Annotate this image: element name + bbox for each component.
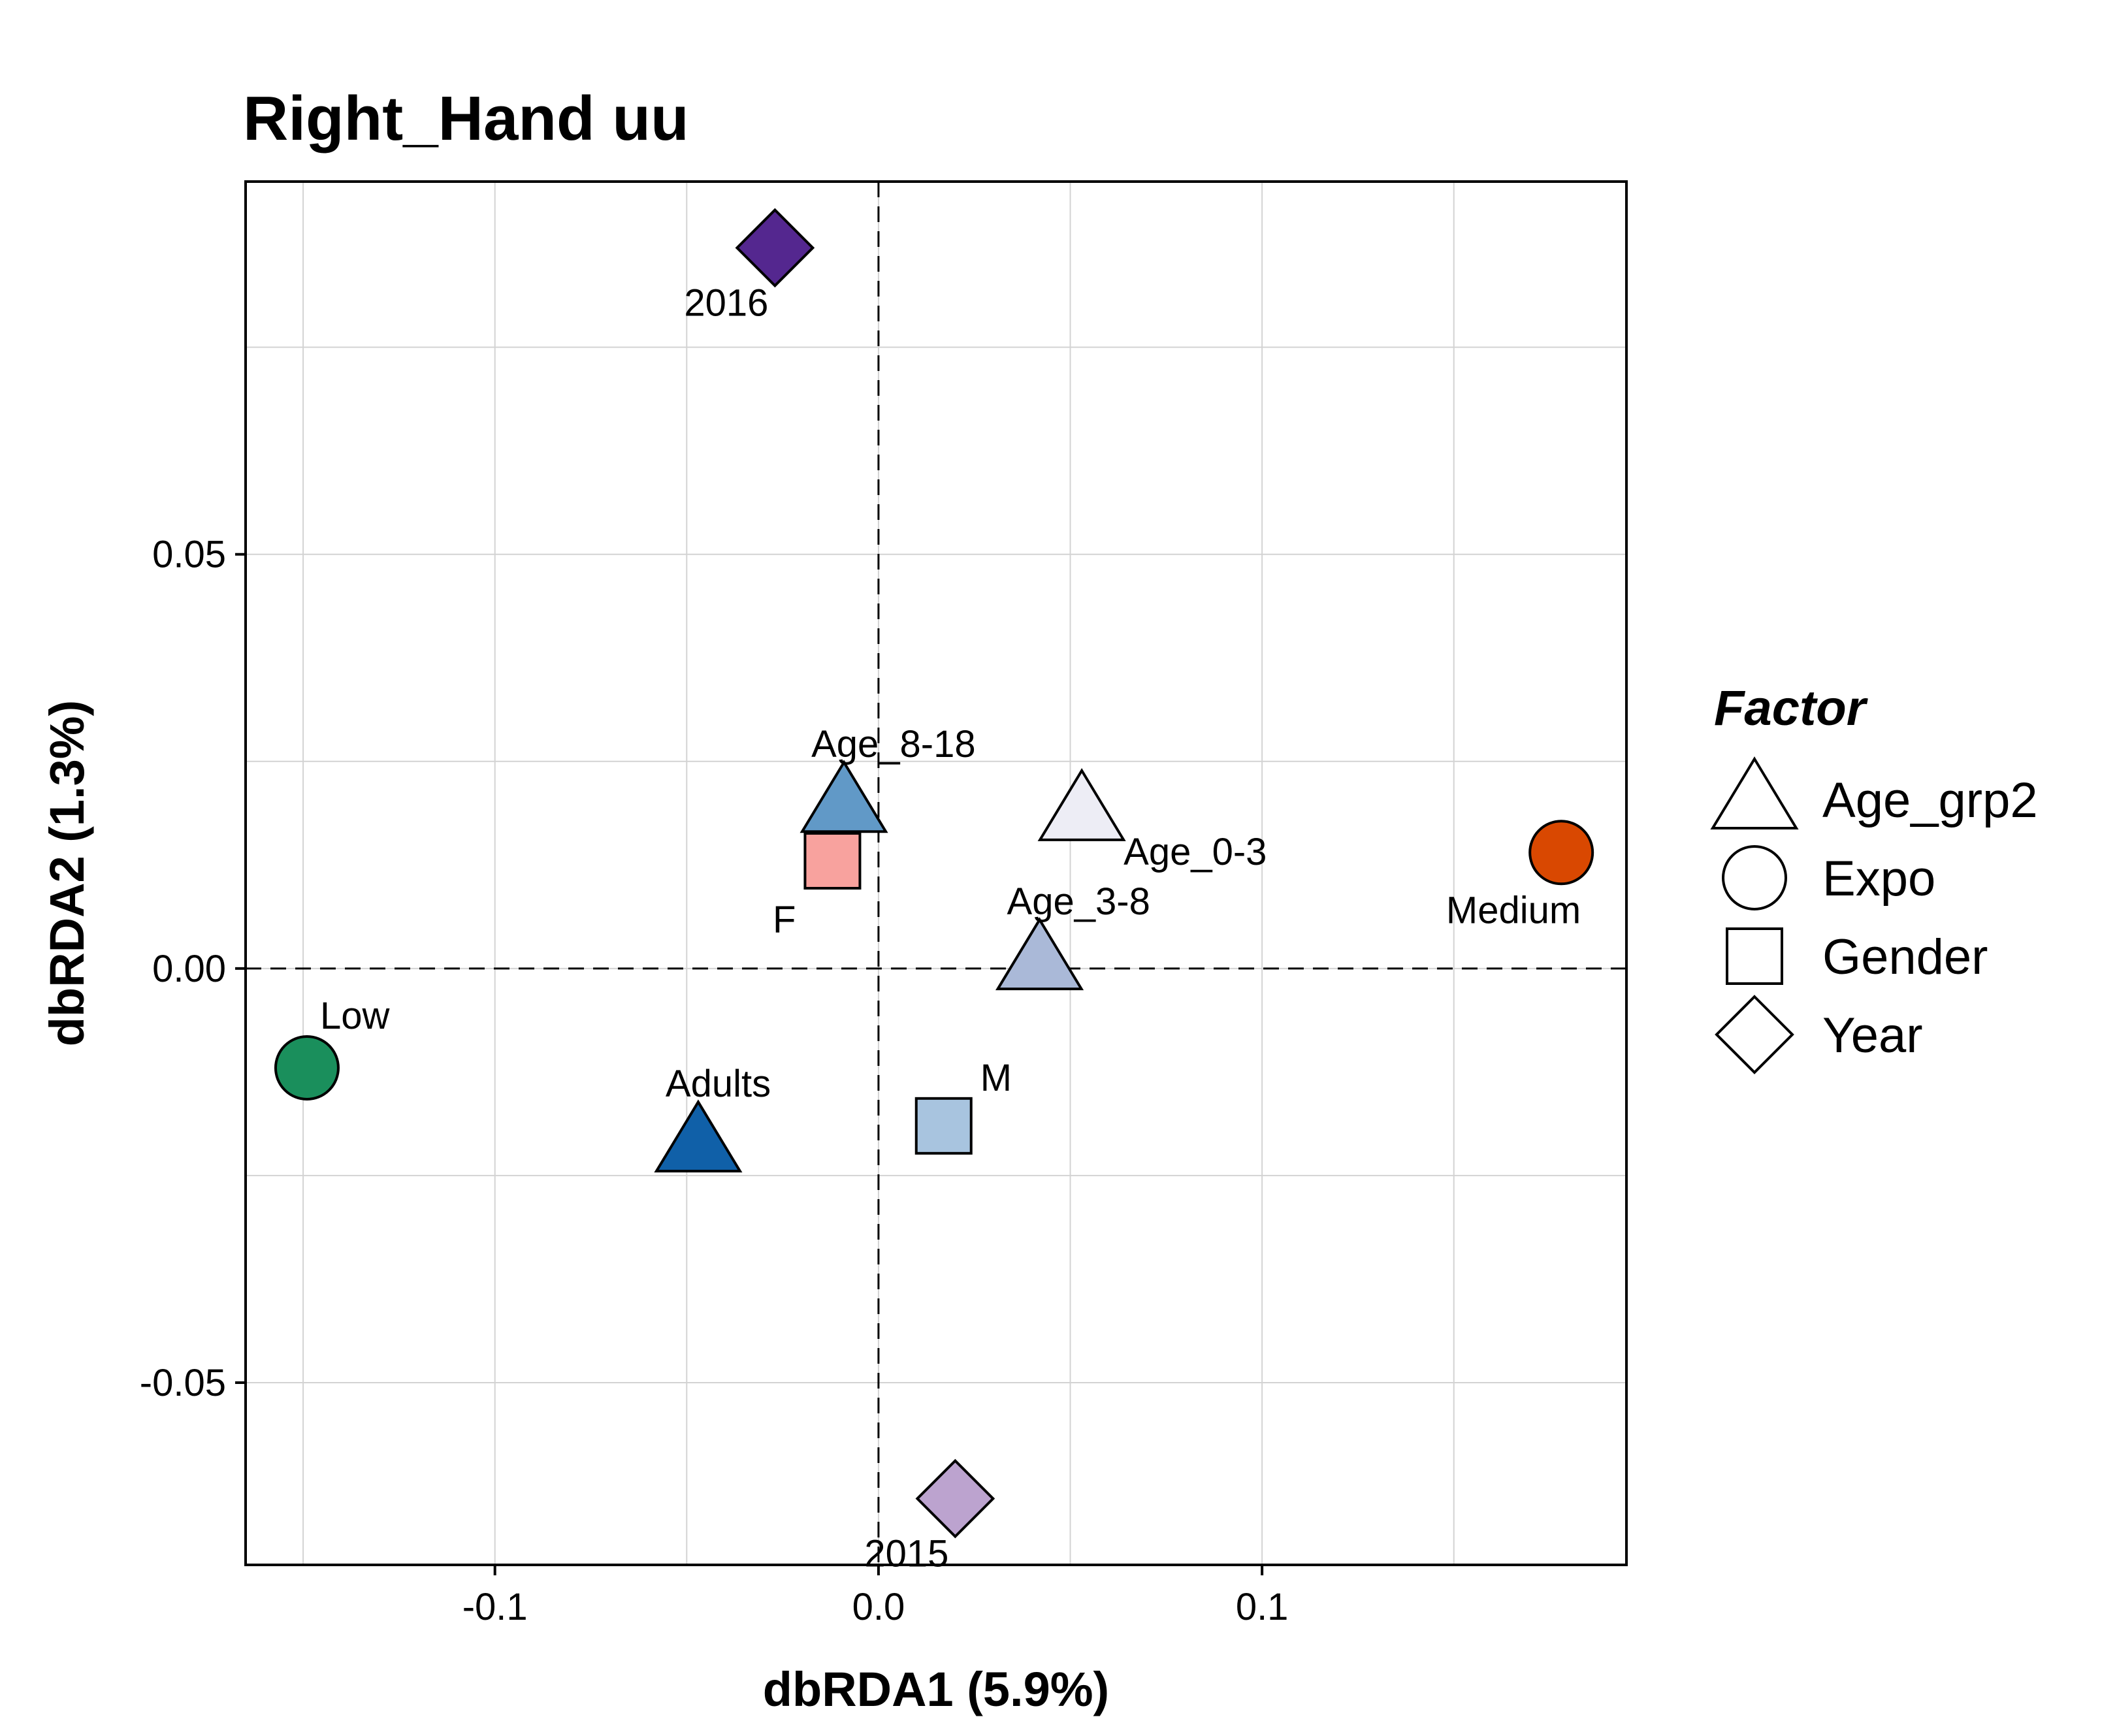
point-age-3-8 [995, 917, 1084, 991]
y-tick-label: 0.05 [152, 534, 226, 576]
point-m [914, 1097, 973, 1155]
x-tick-label: 0.0 [852, 1586, 905, 1628]
legend-entries: Age_grp2 Expo Gender Year [1710, 756, 2038, 1074]
legend-entry-expo: Expo [1722, 845, 1935, 910]
legend-key-square [1726, 927, 1783, 985]
x-tick-label: 0.1 [1236, 1586, 1289, 1628]
point-label-2016: 2016 [684, 281, 768, 324]
point-label-adults: Adults [666, 1063, 771, 1105]
point-label-age-8-18: Age_8-18 [811, 723, 976, 765]
point-label-f: F [773, 899, 796, 941]
legend-key-diamond [1715, 995, 1794, 1074]
axis-ticks: -0.1 0.0 0.1 -0.05 0.00 0.05 [140, 534, 1289, 1628]
point-label-medium: Medium [1446, 889, 1581, 931]
point-adults [654, 1099, 743, 1173]
point-age-8-18 [800, 760, 888, 833]
point-label-2015: 2015 [864, 1533, 948, 1575]
legend-label: Age_grp2 [1822, 773, 2038, 828]
point-age-0-3 [1037, 768, 1126, 841]
legend-label: Year [1822, 1008, 1923, 1063]
y-axis-title: dbRDA2 (1.3%) [40, 700, 94, 1046]
legend: Factor Age_grp2 Expo Gender Year [1710, 681, 2038, 1074]
legend-key-triangle [1710, 756, 1799, 829]
y-tick-label: -0.05 [140, 1362, 226, 1404]
grid [246, 182, 1626, 1565]
point-2016 [735, 208, 815, 288]
point-low [274, 1035, 340, 1101]
x-axis-title: dbRDA1 (5.9%) [763, 1662, 1109, 1716]
point-label-m: M [980, 1057, 1012, 1099]
chart-title: Right_Hand uu [243, 84, 689, 153]
x-tick-label: -0.1 [462, 1586, 528, 1628]
point-label-age-3-8: Age_3-8 [1007, 880, 1150, 923]
legend-label: Expo [1822, 851, 1935, 907]
data-points [274, 208, 1594, 1539]
y-tick-label: 0.00 [152, 948, 226, 990]
legend-entry-year: Year [1715, 995, 1923, 1074]
legend-key-circle [1722, 845, 1787, 910]
legend-title: Factor [1714, 681, 1869, 736]
legend-label: Gender [1822, 929, 1988, 985]
point-medium [1528, 820, 1594, 886]
point-f [803, 831, 862, 890]
point-labels: 2016 Age_8-18 F Age_0-3 Medium Age_3-8 Low Adul… [320, 281, 1581, 1575]
point-label-low: Low [320, 995, 391, 1037]
point-2015 [915, 1458, 995, 1539]
legend-entry-gender: Gender [1726, 927, 1988, 985]
plot-panel-border [244, 180, 1628, 1566]
zero-lines [246, 182, 1626, 1565]
point-label-age-0-3: Age_0-3 [1123, 831, 1267, 873]
legend-entry-age-grp2: Age_grp2 [1710, 756, 2038, 829]
